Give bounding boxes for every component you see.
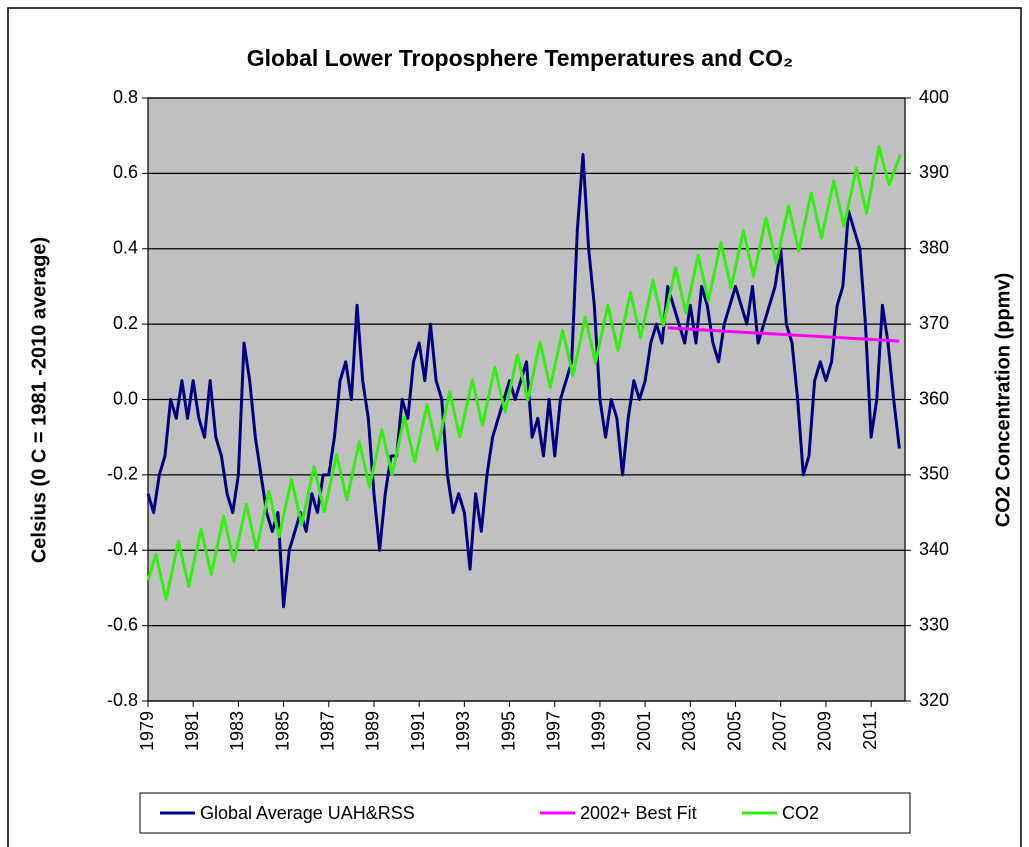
y2-tick-label: 370	[919, 313, 949, 333]
x-tick-label: 1985	[272, 711, 292, 751]
y-tick-label: -0.6	[107, 614, 138, 634]
y-axis-label: Celsius (0 C = 1981 -2010 average)	[28, 237, 50, 563]
y-tick-label: 0.2	[113, 313, 138, 333]
y-tick-label: -0.8	[107, 690, 138, 710]
y2-tick-label: 340	[919, 539, 949, 559]
y-tick-label: 0.0	[113, 388, 138, 408]
y2-axis-label: CO2 Concentration (ppmv)	[992, 273, 1014, 527]
y-tick-label: -0.2	[107, 464, 138, 484]
x-tick-label: 1979	[137, 711, 157, 751]
x-tick-label: 2001	[634, 711, 654, 751]
x-tick-label: 1987	[318, 711, 338, 751]
chart-title: Global Lower Troposphere Temperatures an…	[247, 45, 794, 71]
legend-label: Global Average UAH&RSS	[200, 803, 415, 823]
x-tick-label: 1981	[182, 711, 202, 751]
x-tick-label: 2007	[769, 711, 789, 751]
x-tick-label: 1991	[408, 711, 428, 751]
plot-border	[147, 97, 906, 702]
y-tick-label: -0.4	[107, 539, 138, 559]
series-line	[146, 145, 902, 601]
y2-tick-label: 380	[919, 238, 949, 258]
x-tick-label: 1995	[498, 711, 518, 751]
x-tick-label: 1989	[363, 711, 383, 751]
legend-label: CO2	[782, 803, 819, 823]
y2-tick-label: 400	[919, 87, 949, 107]
x-tick-label: 2005	[724, 711, 744, 751]
x-tick-label: 1999	[589, 711, 609, 751]
y2-tick-label: 350	[919, 464, 949, 484]
y-tick-label: 0.6	[113, 162, 138, 182]
x-tick-label: 2003	[679, 711, 699, 751]
y-tick-label: 0.8	[113, 87, 138, 107]
x-tick-label: 2009	[815, 711, 835, 751]
y2-tick-label: 390	[919, 162, 949, 182]
legend-box	[139, 792, 911, 834]
y-tick-label: 0.4	[113, 238, 138, 258]
y2-tick-label: 360	[919, 388, 949, 408]
x-tick-label: 1997	[543, 711, 563, 751]
x-tick-label: 2011	[860, 711, 880, 750]
frame	[7, 7, 1022, 847]
legend-label: 2002+ Best Fit	[580, 803, 697, 823]
x-tick-label: 1983	[227, 711, 247, 751]
x-tick-label: 1993	[453, 711, 473, 751]
y2-tick-label: 330	[919, 614, 949, 634]
series-line	[146, 153, 901, 609]
series-line	[667, 326, 900, 343]
y2-tick-label: 320	[919, 690, 949, 710]
